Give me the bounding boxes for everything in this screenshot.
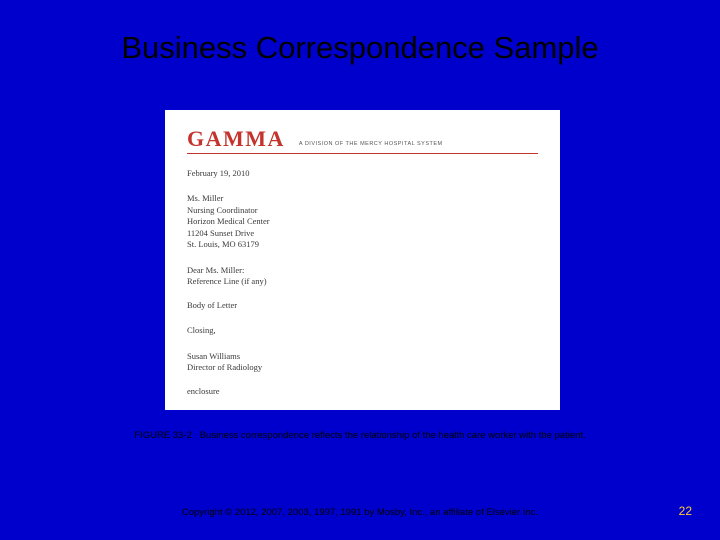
slide-title: Business Correspondence Sample [0, 30, 720, 66]
logo-subtitle: A DIVISION OF THE MERCY HOSPITAL SYSTEM [299, 141, 443, 150]
body-text: Body of Letter [187, 300, 538, 311]
figure-caption: FIGURE 33-2 Business correspondence refl… [0, 430, 720, 441]
gamma-logo: GAMMA [187, 128, 285, 150]
closing: Closing, [187, 325, 538, 336]
business-letter: GAMMA A DIVISION OF THE MERCY HOSPITAL S… [165, 110, 560, 410]
letter-body: February 19, 2010 Ms. Miller Nursing Coo… [187, 168, 538, 397]
addr-title: Nursing Coordinator [187, 205, 538, 216]
signature-block: Susan Williams Director of Radiology [187, 351, 538, 374]
figure-caption-text: Business correspondence reflects the rel… [200, 430, 586, 441]
slide: Business Correspondence Sample GAMMA A D… [0, 0, 720, 540]
page-number: 22 [679, 504, 692, 518]
signer-title: Director of Radiology [187, 362, 538, 373]
addr-city: St. Louis, MO 63179 [187, 239, 538, 250]
salutation-block: Dear Ms. Miller: Reference Line (if any) [187, 265, 538, 288]
letter-date: February 19, 2010 [187, 168, 538, 179]
enclosure: enclosure [187, 386, 538, 397]
reference-line: Reference Line (if any) [187, 276, 538, 287]
address-block: Ms. Miller Nursing Coordinator Horizon M… [187, 193, 538, 250]
letterhead-rule [187, 153, 538, 154]
addr-name: Ms. Miller [187, 193, 538, 204]
letterhead: GAMMA A DIVISION OF THE MERCY HOSPITAL S… [187, 128, 538, 150]
signer-name: Susan Williams [187, 351, 538, 362]
copyright-line: Copyright © 2012, 2007, 2003, 1997, 1991… [0, 507, 720, 518]
salutation: Dear Ms. Miller: [187, 265, 538, 276]
figure-label: FIGURE 33-2 [134, 430, 192, 441]
addr-street: 11204 Sunset Drive [187, 228, 538, 239]
addr-org: Horizon Medical Center [187, 216, 538, 227]
